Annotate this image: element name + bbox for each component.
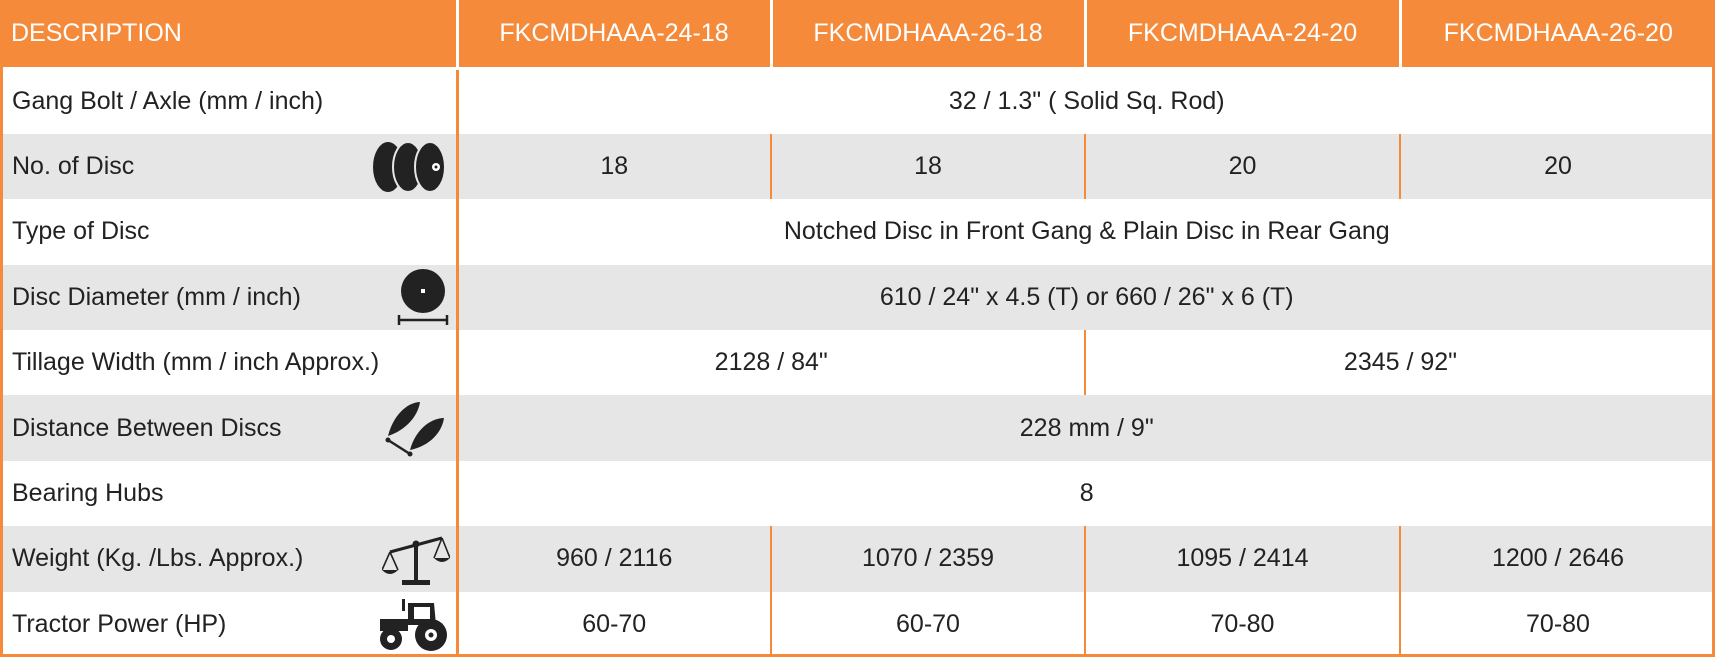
row-label: Tillage Width (mm / inch Approx.) [0, 330, 459, 396]
disc-spacing-icon [385, 402, 444, 457]
spec-row-tillage-width: Tillage Width (mm / inch Approx.) 2128 /… [0, 330, 1715, 396]
tractor-icon [379, 599, 447, 652]
value-cell: 610 / 24" x 4.5 (T) or 660 / 26" x 6 (T) [457, 264, 1715, 330]
scale-icon [381, 536, 450, 585]
value-cell: 1070 / 2359 [771, 526, 1086, 592]
row-label-text: Gang Bolt / Axle (mm / inch) [12, 87, 324, 116]
row-label: No. of Disc [0, 133, 459, 200]
value-cell: 2345 / 92" [1343, 348, 1458, 377]
row-label-text: Distance Between Discs [12, 413, 282, 442]
value-cell: Notched Disc in Front Gang & Plain Disc … [783, 217, 1390, 246]
value-cell: 960 / 2116 [457, 526, 772, 592]
value-cell: 20 [1400, 133, 1715, 200]
row-label: Disc Diameter (mm / inch) [0, 264, 459, 330]
row-label: Bearing Hubs [0, 460, 459, 527]
spec-row-bearing-hubs: Bearing Hubs 8 [0, 460, 1715, 527]
row-label-text: Type of Disc [12, 217, 150, 246]
disc-diameter-icon [397, 269, 448, 326]
spec-row-distance-between-discs: Distance Between Discs 228 mm / 9" [0, 395, 1715, 461]
value-cell: 32 / 1.3" ( Solid Sq. Rod) [948, 87, 1225, 116]
row-label-text: Bearing Hubs [12, 478, 164, 507]
row-label: Gang Bolt / Axle (mm / inch) [0, 68, 459, 134]
discs-icon [372, 140, 446, 193]
row-label: Tractor Power (HP) [0, 591, 459, 657]
row-label-text: Weight (Kg. /Lbs. Approx.) [12, 544, 304, 573]
row-label: Distance Between Discs [0, 395, 459, 461]
value-cell: 60-70 [457, 591, 772, 657]
model-header: FKCMDHAAA-24-18 [457, 0, 773, 70]
model-header: FKCMDHAAA-26-18 [771, 0, 1087, 70]
spec-row-disc-diameter: Disc Diameter (mm / inch) 610 / 24" x 4.… [0, 264, 1715, 330]
value-cell: 70-80 [1526, 609, 1590, 638]
row-label-text: Disc Diameter (mm / inch) [12, 282, 301, 311]
value-cell: 60-70 [771, 591, 1086, 657]
value-cell: 18 [771, 133, 1086, 200]
header-row: DESCRIPTION FKCMDHAAA-24-18 FKCMDHAAA-26… [0, 0, 1715, 70]
row-label-text: Tractor Power (HP) [12, 609, 227, 638]
row-label-text: Tillage Width (mm / inch Approx.) [12, 348, 380, 377]
value-cell: 1200 / 2646 [1400, 526, 1715, 592]
row-label: Type of Disc [0, 199, 459, 265]
value-cell: 18 [457, 133, 772, 200]
value-cell: 70-80 [1085, 591, 1401, 657]
value-cell: 1095 / 2414 [1085, 526, 1401, 592]
spec-row-type-of-disc: Type of Disc Notched Disc in Front Gang … [0, 199, 1715, 265]
spec-row-weight: Weight (Kg. /Lbs. Approx.) 960 / 2116 10… [0, 526, 1715, 592]
description-header: DESCRIPTION [0, 0, 459, 70]
row-label-text: No. of Disc [12, 152, 135, 181]
spec-row-gang-bolt: Gang Bolt / Axle (mm / inch) 32 / 1.3" (… [0, 68, 1715, 134]
model-header: FKCMDHAAA-24-20 [1085, 0, 1402, 70]
spec-row-tractor-power: Tractor Power (HP) 60-70 60-70 70-80 70-… [0, 591, 1715, 657]
value-cell: 20 [1085, 133, 1401, 200]
model-header: FKCMDHAAA-26-20 [1400, 0, 1715, 70]
row-label: Weight (Kg. /Lbs. Approx.) [0, 526, 459, 592]
value-cell: 228 mm / 9" [457, 395, 1715, 461]
value-cell: 8 [1079, 478, 1094, 507]
spec-row-no-of-disc: No. of Disc 18 18 20 20 [0, 133, 1715, 200]
value-cell: 2128 / 84" [457, 330, 1086, 396]
